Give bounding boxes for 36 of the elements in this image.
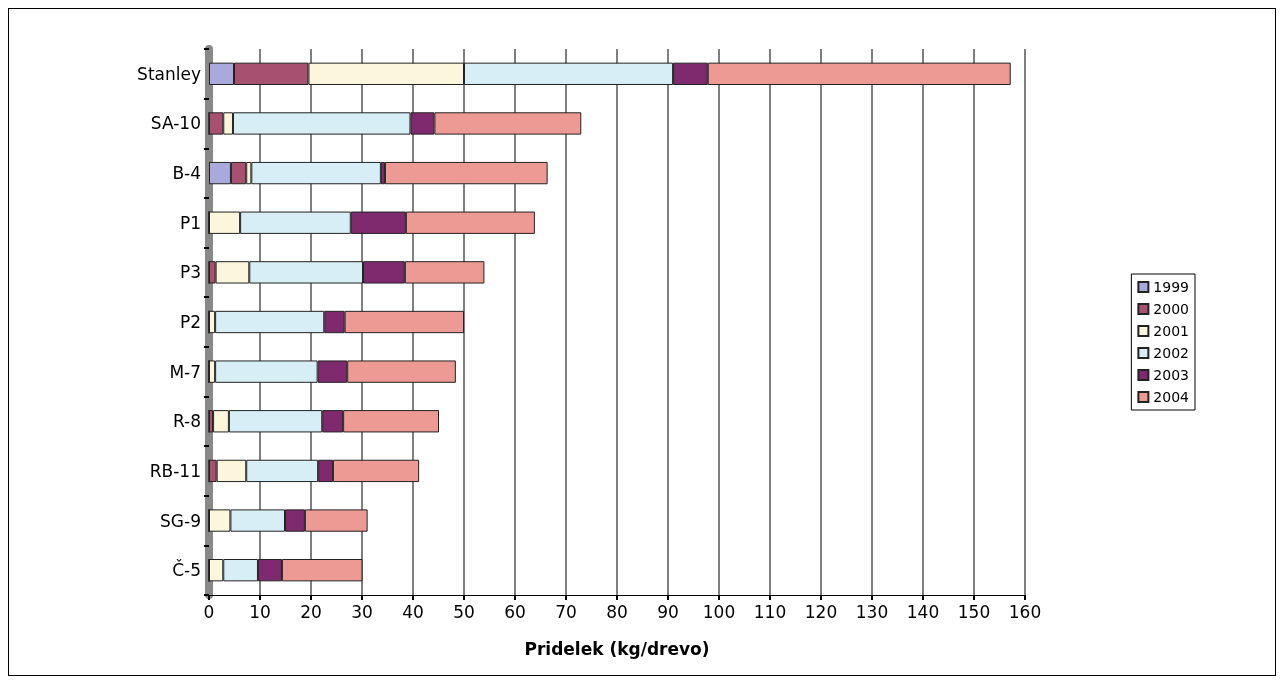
x-tick-label: 10 xyxy=(249,601,271,622)
y-tick-label: B-4 xyxy=(172,163,201,184)
legend-label: 2001 xyxy=(1153,323,1190,339)
y-tick-label: R-8 xyxy=(172,411,201,432)
y-tick-label: P1 xyxy=(179,212,201,233)
y-tick-label: P2 xyxy=(179,312,201,332)
y-tick-label: Stanley xyxy=(137,63,201,84)
y-tick-label: M-7 xyxy=(169,361,201,382)
y-tick-label: SG-9 xyxy=(160,510,201,531)
x-tick-label: 140 xyxy=(906,601,940,622)
x-tick-label: 130 xyxy=(855,601,889,622)
x-tick-label: 60 xyxy=(504,601,526,622)
y-tick-label: P3 xyxy=(179,262,201,283)
y-tick-label: Č-5 xyxy=(172,559,201,581)
bar xyxy=(384,161,548,185)
legend-label: 2003 xyxy=(1153,367,1190,383)
x-tick-label: 120 xyxy=(804,601,838,622)
x-tick-label: 40 xyxy=(402,601,424,622)
legend-label: 2002 xyxy=(1153,345,1190,361)
y-tick-label: RB-11 xyxy=(149,460,201,481)
x-tick-label: 80 xyxy=(606,601,628,622)
x-tick-label: 150 xyxy=(957,601,991,622)
x-tick-label: 30 xyxy=(351,601,373,622)
x-tick-label: 0 xyxy=(203,601,215,622)
y-tick-label: SA-10 xyxy=(150,113,201,134)
x-tick-label: 90 xyxy=(657,601,679,622)
legend-label: 2004 xyxy=(1153,389,1190,405)
legend-label: 1999 xyxy=(1153,279,1190,295)
x-tick-label: 160 xyxy=(1008,601,1042,622)
x-tick-label: 50 xyxy=(453,601,475,622)
x-axis-title: Pridelek (kg/drevo) xyxy=(524,638,710,659)
x-tick-label: 110 xyxy=(753,601,787,622)
x-tick-label: 20 xyxy=(300,601,322,622)
x-tick-label: 100 xyxy=(702,601,736,622)
x-tick-label: 70 xyxy=(555,601,577,622)
legend-label: 2000 xyxy=(1153,301,1190,317)
